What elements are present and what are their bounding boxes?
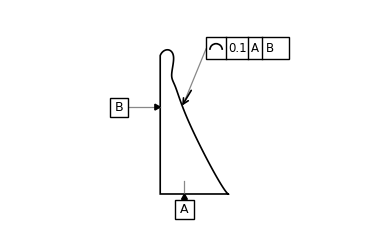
- Text: A: A: [251, 42, 259, 55]
- Polygon shape: [182, 194, 187, 199]
- Polygon shape: [160, 50, 229, 194]
- Text: B: B: [265, 42, 273, 55]
- Polygon shape: [155, 104, 160, 110]
- Text: B: B: [114, 101, 123, 114]
- Bar: [175, 200, 194, 219]
- Text: 0.1: 0.1: [228, 42, 246, 55]
- Text: A: A: [180, 203, 189, 216]
- Bar: [110, 97, 128, 117]
- Bar: [206, 37, 289, 59]
